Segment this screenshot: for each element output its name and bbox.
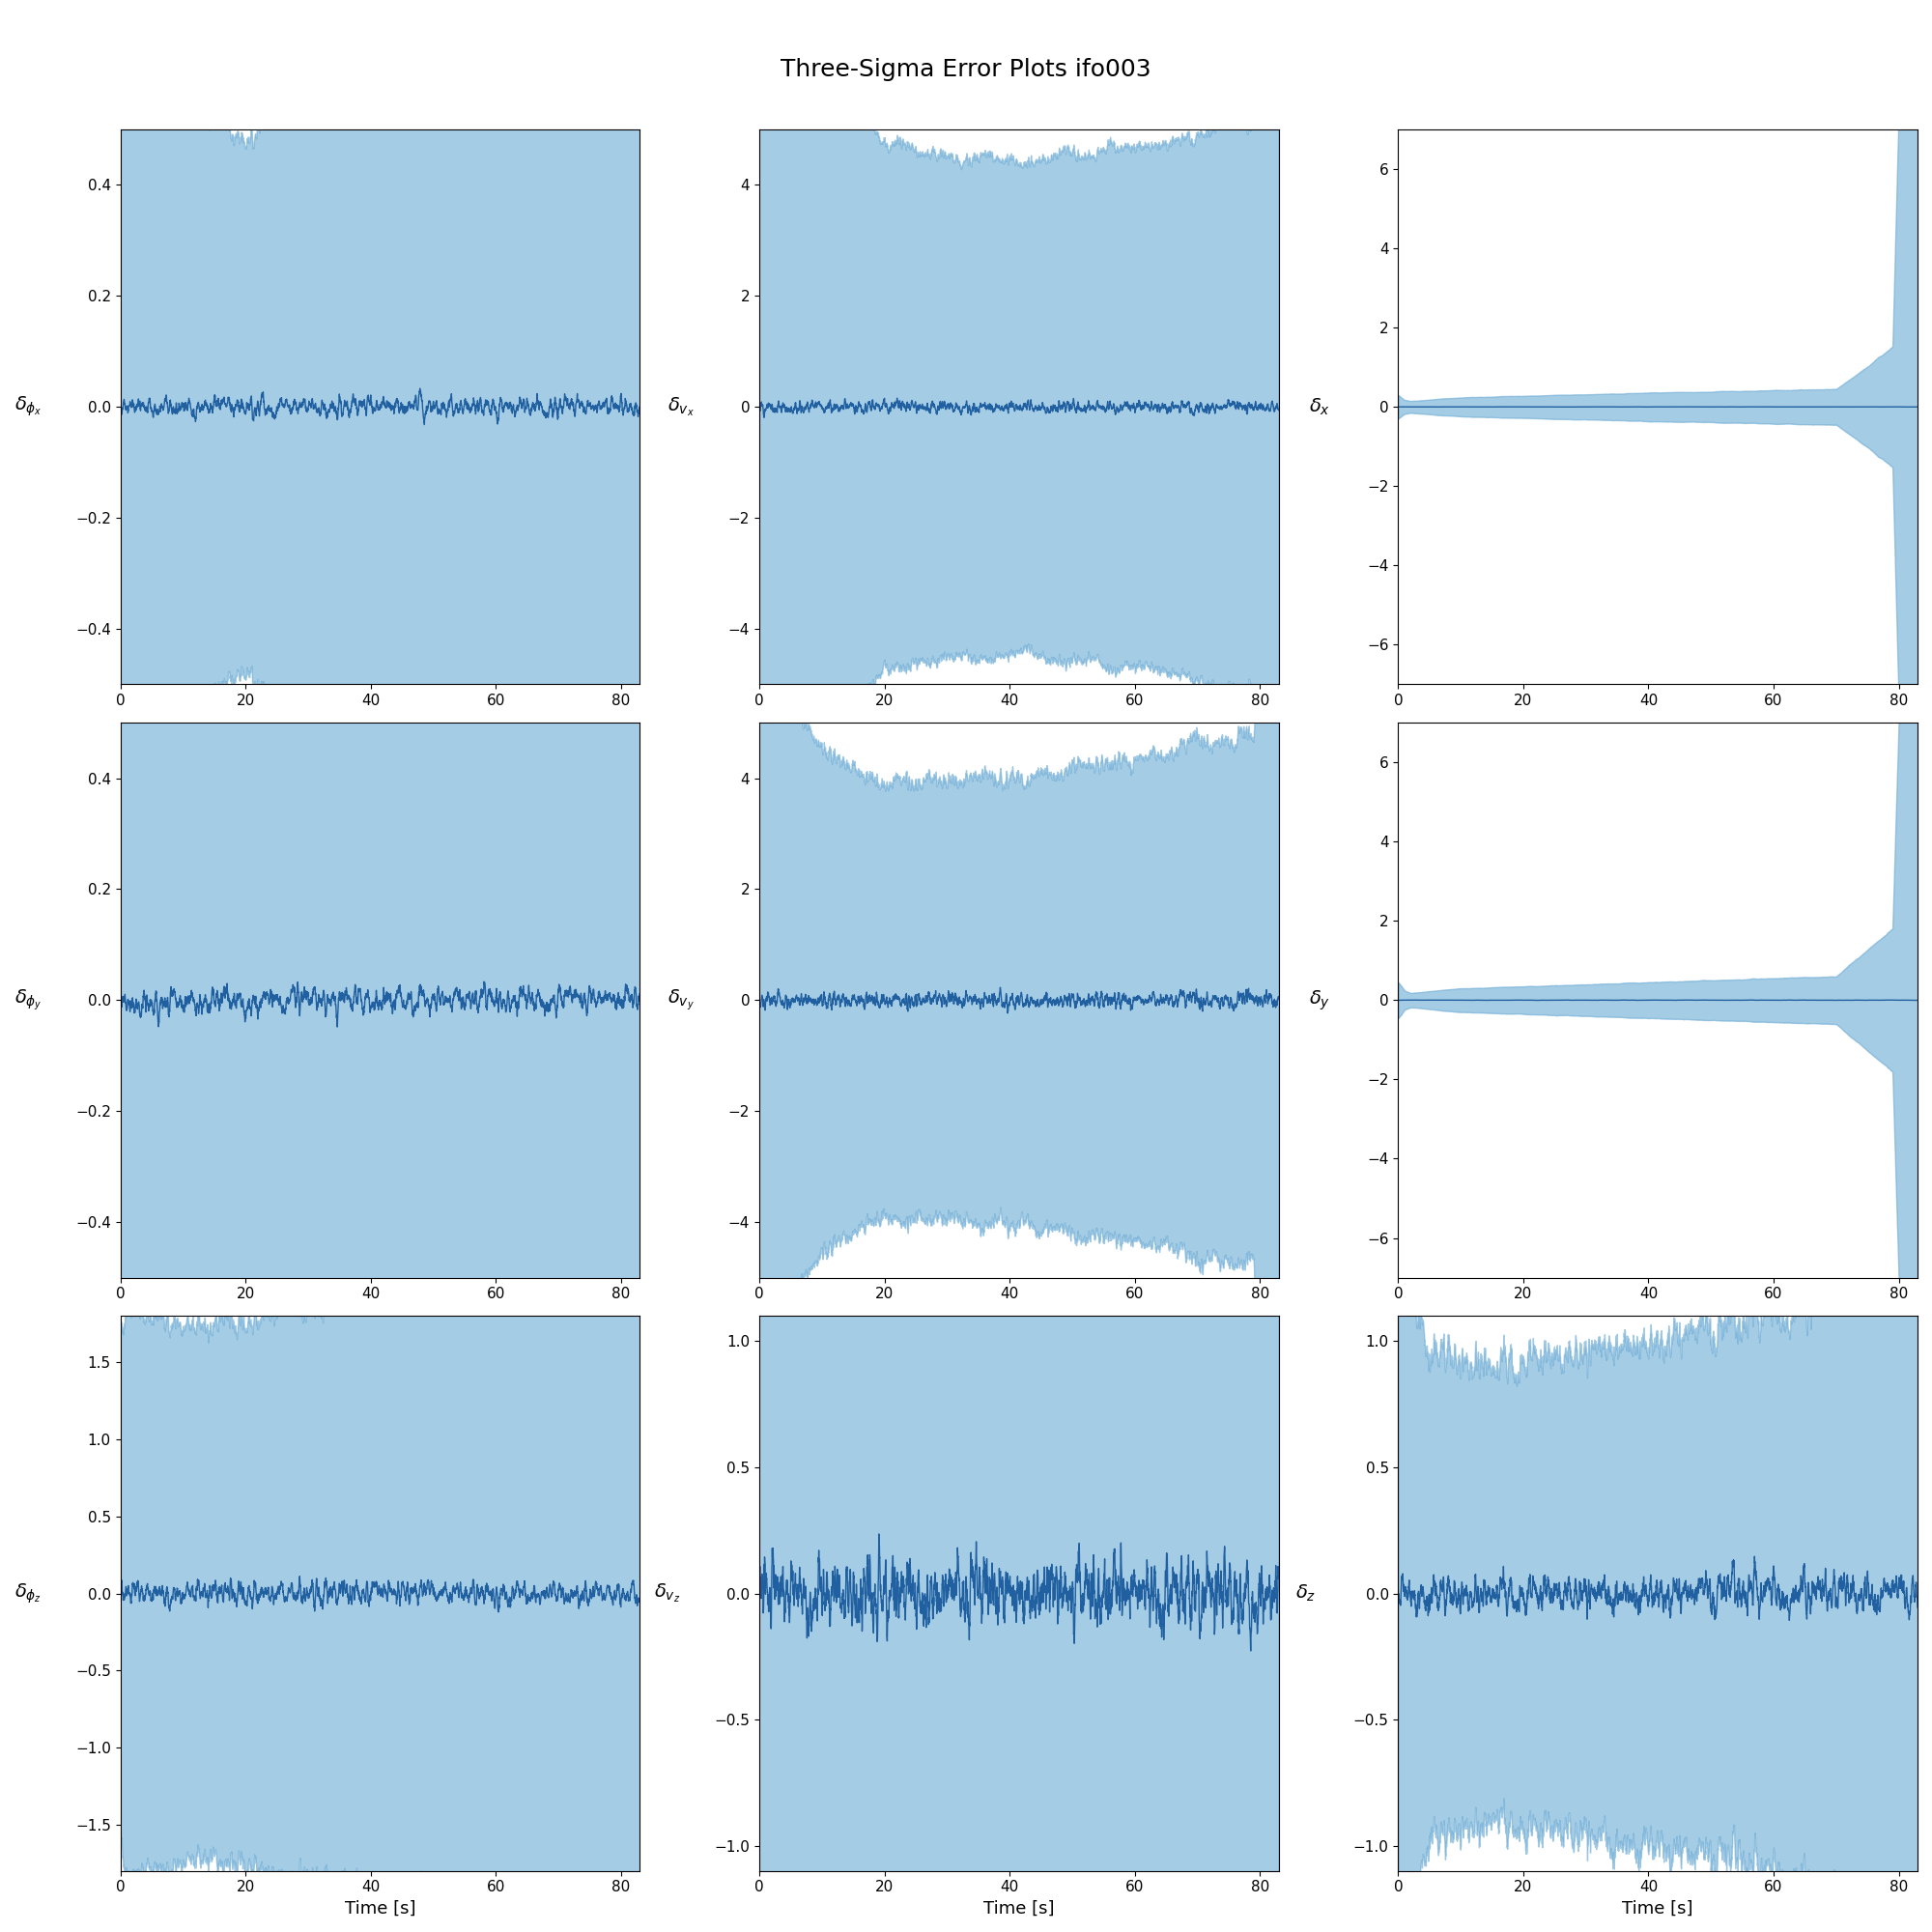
Text: Three-Sigma Error Plots ifo003: Three-Sigma Error Plots ifo003 (781, 58, 1151, 81)
Y-axis label: $\delta_{\phi_y}$: $\delta_{\phi_y}$ (14, 987, 43, 1012)
X-axis label: Time [s]: Time [s] (983, 1901, 1055, 1918)
Y-axis label: $\delta_z$: $\delta_z$ (1296, 1582, 1316, 1604)
X-axis label: Time [s]: Time [s] (344, 1901, 415, 1918)
X-axis label: Time [s]: Time [s] (1623, 1901, 1692, 1918)
Y-axis label: $\delta_{v_z}$: $\delta_{v_z}$ (655, 1582, 680, 1605)
Y-axis label: $\delta_{v_x}$: $\delta_{v_x}$ (668, 396, 696, 419)
Y-axis label: $\delta_y$: $\delta_y$ (1310, 989, 1331, 1012)
Y-axis label: $\delta_{\phi_x}$: $\delta_{\phi_x}$ (15, 394, 43, 419)
Y-axis label: $\delta_{v_y}$: $\delta_{v_y}$ (668, 987, 696, 1012)
Y-axis label: $\delta_x$: $\delta_x$ (1310, 396, 1331, 417)
Y-axis label: $\delta_{\phi_z}$: $\delta_{\phi_z}$ (15, 1582, 43, 1605)
